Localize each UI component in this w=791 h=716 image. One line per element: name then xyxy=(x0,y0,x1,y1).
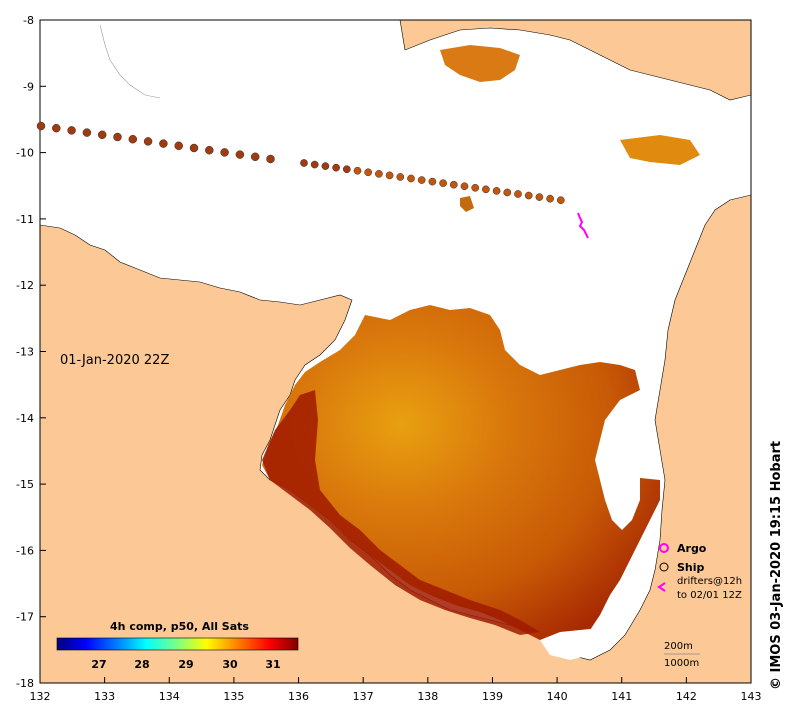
contour-200m: 200m xyxy=(664,641,693,652)
ship-obs-point xyxy=(417,176,426,184)
ship-obs-point xyxy=(235,150,245,159)
x-tick-label: 143 xyxy=(741,690,762,703)
y-tick-label: -18 xyxy=(16,677,34,690)
ship-obs-point xyxy=(439,179,447,187)
ship-obs-point xyxy=(300,159,308,167)
x-tick-label: 142 xyxy=(676,690,697,703)
argo-symbol xyxy=(659,543,669,553)
ship-obs-point xyxy=(174,141,183,151)
ship-obs-point xyxy=(385,171,394,180)
colorbar xyxy=(56,637,299,651)
date-label: 01-Jan-2020 22Z xyxy=(60,353,169,368)
ship-obs-point xyxy=(428,177,437,186)
y-tick-label: -12 xyxy=(16,279,34,292)
y-tick-label: -14 xyxy=(16,412,34,425)
y-axis: -8 -9 -10 -11 -12 -13 -14 -15 -16 -17 -18 xyxy=(16,14,46,690)
colorbar-tick-label: 27 xyxy=(91,658,106,671)
ship-obs-point xyxy=(471,183,480,192)
legend-drifters-1: drifters@12h xyxy=(677,576,742,587)
ship-obs-point xyxy=(321,162,330,170)
ship-obs-point xyxy=(310,160,319,169)
sst-gulf xyxy=(262,305,660,645)
colorbar-tick-label: 29 xyxy=(178,658,193,671)
legend-argo: Argo xyxy=(677,542,707,555)
ship-track xyxy=(36,121,565,205)
ship-obs-point xyxy=(205,145,214,155)
ship-obs-point xyxy=(52,123,61,133)
ship-obs-point xyxy=(159,139,168,148)
ship-obs-point xyxy=(143,137,153,146)
credit-text: © IMOS 03-Jan-2020 19:15 Hobart xyxy=(769,441,784,690)
sst-coastal-warm xyxy=(262,390,540,635)
ship-obs-point xyxy=(449,180,458,189)
ship-obs-point xyxy=(503,188,512,197)
x-tick-label: 132 xyxy=(30,690,51,703)
x-tick-label: 138 xyxy=(417,690,438,703)
ship-obs-point xyxy=(375,170,383,178)
sst-small-patch xyxy=(460,196,474,212)
ship-obs-point xyxy=(36,121,46,131)
x-tick-label: 134 xyxy=(159,690,180,703)
ship-obs-point xyxy=(407,174,415,183)
y-tick-label: -11 xyxy=(16,213,34,226)
y-tick-label: -8 xyxy=(23,14,34,27)
y-tick-label: -15 xyxy=(16,478,34,491)
y-tick-label: -17 xyxy=(16,611,34,624)
coast-detail xyxy=(99,24,161,99)
ship-obs-point xyxy=(556,196,565,205)
nodata-s xyxy=(540,628,605,660)
drifter-symbol xyxy=(657,582,666,592)
y-tick-label: -9 xyxy=(23,80,34,93)
ship-obs-point xyxy=(220,148,229,157)
ship-obs-point xyxy=(524,191,533,200)
ship-obs-point xyxy=(266,154,275,164)
sst-east-patch xyxy=(620,135,700,165)
ship-obs-point xyxy=(482,185,490,194)
ship-obs-point xyxy=(250,152,260,162)
nodata-se xyxy=(600,470,640,530)
ship-obs-point xyxy=(396,173,405,181)
ship-obs-point xyxy=(128,134,138,144)
colorbar-tick-label: 30 xyxy=(222,658,238,671)
x-tick-label: 141 xyxy=(611,690,632,703)
ship-obs-point xyxy=(113,132,122,142)
land-north xyxy=(399,20,751,101)
colorbar-tick-label: 28 xyxy=(134,658,149,671)
ship-obs-point xyxy=(514,190,522,198)
ship-symbol xyxy=(659,562,669,572)
x-axis: 132 133 134 135 136 137 138 139 140 141 142 143 xyxy=(30,677,762,703)
legend-ship: Ship xyxy=(677,561,705,574)
y-tick-label: -10 xyxy=(16,147,34,160)
colorbar-tick-label: 31 xyxy=(265,658,280,671)
ship-obs-point xyxy=(342,165,351,174)
x-tick-label: 133 xyxy=(94,690,115,703)
ship-obs-point xyxy=(67,126,76,135)
x-tick-label: 137 xyxy=(353,690,374,703)
y-tick-label: -16 xyxy=(16,544,34,557)
ship-obs-point xyxy=(492,187,501,195)
ship-obs-point xyxy=(460,182,469,191)
ship-obs-point xyxy=(189,143,199,153)
ship-obs-point xyxy=(332,163,340,172)
drifter-track xyxy=(577,212,589,239)
sst-north-patch xyxy=(440,45,520,82)
ship-obs-point xyxy=(364,168,373,177)
contour-1000m: 1000m xyxy=(664,658,699,669)
x-tick-label: 140 xyxy=(547,690,568,703)
ship-obs-point xyxy=(82,128,92,137)
ship-obs-point xyxy=(353,166,362,175)
ship-obs-point xyxy=(535,193,544,201)
x-tick-label: 135 xyxy=(223,690,244,703)
x-tick-label: 136 xyxy=(288,690,309,703)
colorbar-title: 4h comp, p50, All Sats xyxy=(110,620,249,633)
y-tick-label: -13 xyxy=(16,346,34,359)
legend-drifters-2: to 02/01 12Z xyxy=(677,590,742,601)
x-tick-label: 139 xyxy=(482,690,503,703)
ship-obs-point xyxy=(546,194,554,203)
ship-obs-point xyxy=(97,130,107,140)
colorbar-ticks: 27 28 29 30 31 xyxy=(91,658,280,671)
